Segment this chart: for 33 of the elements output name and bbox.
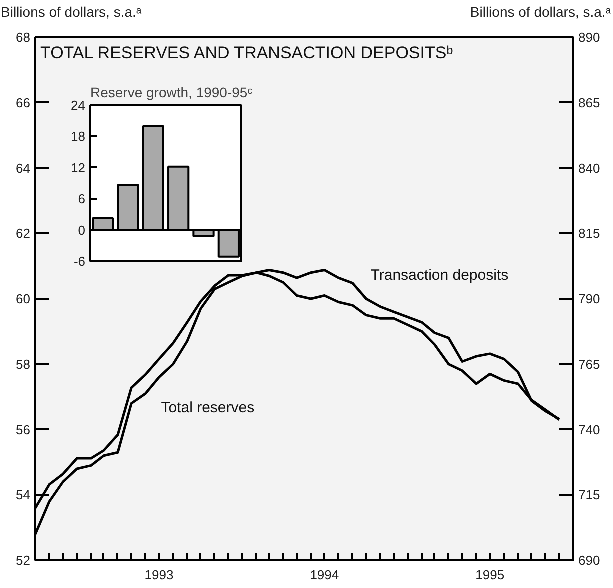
y2-tick-label: 790 (578, 292, 600, 306)
chart-title: TOTAL RESERVES AND TRANSACTION DEPOSITSᵇ (40, 44, 454, 62)
y-tick-label: 62 (16, 226, 31, 242)
y2-tick-label: 740 (578, 422, 600, 438)
y2-tick-label: 890 (578, 30, 600, 45)
series-label: Total reserves (161, 399, 255, 416)
chart-title: Reserve growth, 1990-95ᶜ (90, 84, 253, 100)
y-tick-label: 64 (16, 160, 31, 176)
y-tick-label: 54 (16, 488, 31, 503)
y2-tick-label: 815 (578, 226, 600, 242)
y-tick-label: -6 (74, 254, 86, 269)
y-axis-title: Billions of dollars, s.a.ᵃ (1, 3, 142, 22)
y-tick-label: 0 (78, 222, 86, 238)
y2-tick-label: 840 (578, 160, 600, 176)
y-tick-label: 24 (71, 98, 86, 113)
series-label: Transaction deposits (370, 266, 509, 284)
x-tick-label: 1994 (310, 568, 340, 582)
y2-tick-label: 765 (578, 356, 600, 372)
y-tick-label: 68 (16, 30, 31, 45)
y-tick-label: 12 (71, 160, 86, 176)
y2-axis-title: Billions of dollars, s.a.ᵃ (470, 3, 611, 22)
y-tick-label: 60 (16, 292, 31, 306)
x-tick-label: 1995 (476, 568, 505, 582)
y2-tick-label: 865 (578, 95, 600, 110)
y-tick-label: 18 (71, 129, 86, 144)
y2-tick-label: 690 (578, 553, 600, 568)
y-tick-label: 56 (16, 422, 31, 438)
x-tick-label: 1993 (144, 568, 174, 582)
y2-tick-label: 715 (578, 488, 600, 503)
y-tick-label: 66 (16, 95, 31, 110)
y-tick-label: 52 (16, 553, 31, 568)
y-tick-label: 58 (16, 356, 31, 372)
y-tick-label: 6 (78, 192, 86, 207)
